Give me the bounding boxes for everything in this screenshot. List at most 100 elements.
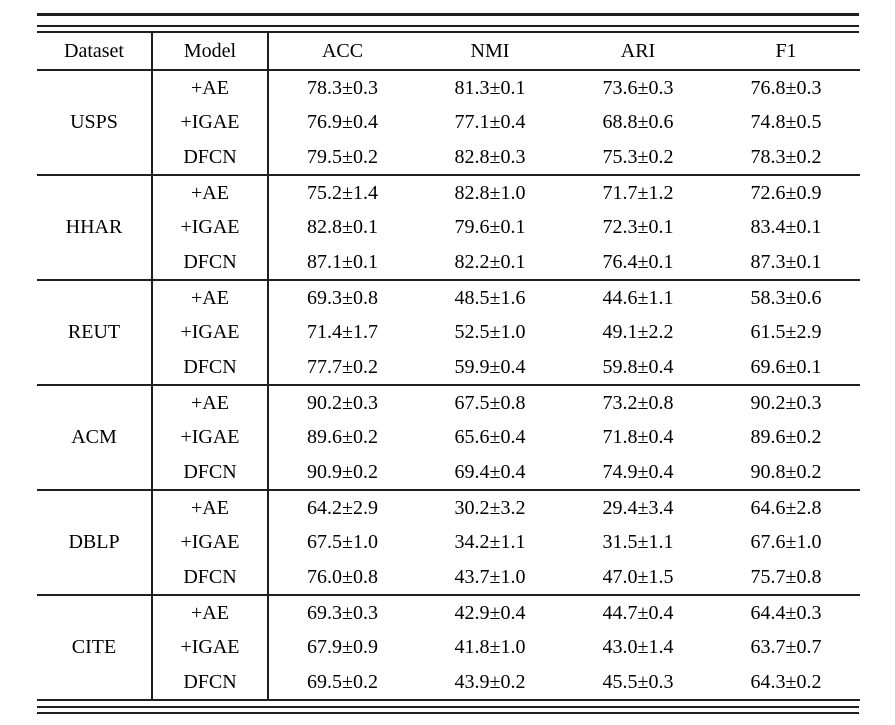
metric-value: 49.1±2.2 xyxy=(602,321,674,343)
metric-value: 71.4±1.7 xyxy=(307,321,378,343)
metric-value: 72.3±0.1 xyxy=(602,216,674,238)
metric-value: 77.1±0.4 xyxy=(454,111,526,133)
metric-value: 82.2±0.1 xyxy=(454,250,526,273)
group-usps: USPS +AE 78.3±0.3 81.3±0.1 73.6±0.3 76.8… xyxy=(37,70,860,175)
model-label: DFCN xyxy=(151,140,269,175)
metric-value: 89.6±0.2 xyxy=(750,426,822,448)
metric-value: 71.7±1.2 xyxy=(602,181,674,204)
metric-value: 67.9±0.9 xyxy=(307,636,378,658)
header-ari: ARI xyxy=(564,33,712,71)
metric-value: 90.2±0.3 xyxy=(750,391,822,414)
table-row: DFCN 76.0±0.8 43.7±1.0 47.0±1.5 75.7±0.8 xyxy=(37,560,860,595)
metric-value: 78.3±0.2 xyxy=(750,145,822,168)
model-label: +IGAE xyxy=(151,315,269,350)
metric-value: 31.5±1.1 xyxy=(602,531,674,553)
metric-value: 90.8±0.2 xyxy=(750,460,822,483)
model-label: +IGAE xyxy=(151,630,269,665)
metric-value: 90.2±0.3 xyxy=(307,391,378,414)
group-acm: ACM +AE 90.2±0.3 67.5±0.8 73.2±0.8 90.2±… xyxy=(37,385,860,490)
metric-value: 72.6±0.9 xyxy=(750,181,822,204)
metric-value: 48.5±1.6 xyxy=(454,286,526,309)
metric-value: 59.8±0.4 xyxy=(602,355,674,378)
header-dataset: Dataset xyxy=(37,33,152,71)
dataset-label: REUT xyxy=(67,321,121,343)
metric-value: 87.3±0.1 xyxy=(750,250,822,273)
header-acc: ACC xyxy=(268,33,416,71)
table-row: +IGAE 89.6±0.2 65.6±0.4 71.8±0.4 89.6±0.… xyxy=(37,420,860,455)
metric-value: 79.5±0.2 xyxy=(307,145,378,168)
metric-value: 75.3±0.2 xyxy=(602,145,674,168)
table-row: HHAR +AE 75.2±1.4 82.8±1.0 71.7±1.2 72.6… xyxy=(37,175,860,238)
metric-value: 75.2±1.4 xyxy=(307,181,378,204)
metric-value: 87.1±0.1 xyxy=(307,250,378,273)
metric-value: 83.4±0.1 xyxy=(750,216,822,238)
metric-value: 71.8±0.4 xyxy=(602,426,674,448)
metric-value: 47.0±1.5 xyxy=(602,565,674,588)
metric-value: 74.8±0.5 xyxy=(750,111,822,133)
metric-value: 43.0±1.4 xyxy=(602,636,674,658)
header-row: Dataset Model ACC NMI ARI F1 xyxy=(37,33,860,71)
metric-value: 79.6±0.1 xyxy=(454,216,526,238)
metric-value: 76.8±0.3 xyxy=(750,76,822,99)
model-label: +AE xyxy=(151,175,269,210)
metric-value: 81.3±0.1 xyxy=(454,76,526,99)
metric-value: 43.9±0.2 xyxy=(454,670,526,693)
table-top-double-rule xyxy=(37,25,859,33)
table-row: DFCN 79.5±0.2 82.8±0.3 75.3±0.2 78.3±0.2 xyxy=(37,140,860,175)
table-row: DFCN 69.5±0.2 43.9±0.2 45.5±0.3 64.3±0.2 xyxy=(37,665,860,700)
metric-value: 43.7±1.0 xyxy=(454,565,526,588)
metric-value: 82.8±1.0 xyxy=(454,181,526,204)
metric-value: 64.3±0.2 xyxy=(750,670,822,693)
metric-value: 52.5±1.0 xyxy=(454,321,526,343)
model-label: DFCN xyxy=(151,455,269,490)
metric-value: 76.0±0.8 xyxy=(307,565,378,588)
metric-value: 69.5±0.2 xyxy=(307,670,378,693)
model-label: +AE xyxy=(151,490,269,525)
model-label: +AE xyxy=(151,385,269,420)
metric-value: 64.6±2.8 xyxy=(750,496,822,519)
metric-value: 67.5±0.8 xyxy=(454,391,526,414)
model-label: +IGAE xyxy=(151,525,269,560)
model-label: +IGAE xyxy=(151,105,269,140)
model-label: +IGAE xyxy=(151,420,269,455)
table-row: +IGAE 82.8±0.1 79.6±0.1 72.3±0.1 83.4±0.… xyxy=(37,210,860,245)
metric-value: 78.3±0.3 xyxy=(307,76,378,99)
metric-value: 34.2±1.1 xyxy=(454,531,526,553)
metric-value: 59.9±0.4 xyxy=(454,355,526,378)
metric-value: 67.5±1.0 xyxy=(307,531,378,553)
metric-value: 64.2±2.9 xyxy=(307,496,378,519)
group-dblp: DBLP +AE 64.2±2.9 30.2±3.2 29.4±3.4 64.6… xyxy=(37,490,860,595)
metric-value: 69.6±0.1 xyxy=(750,355,822,378)
metric-value: 45.5±0.3 xyxy=(602,670,674,693)
metric-value: 64.4±0.3 xyxy=(750,601,822,624)
metric-value: 69.4±0.4 xyxy=(454,460,526,483)
metric-value: 76.4±0.1 xyxy=(602,250,674,273)
results-table: Dataset Model ACC NMI ARI F1 USPS +AE 78… xyxy=(37,33,860,701)
table-row: DFCN 77.7±0.2 59.9±0.4 59.8±0.4 69.6±0.1 xyxy=(37,350,860,385)
header-nmi: NMI xyxy=(416,33,564,71)
metric-value: 67.6±1.0 xyxy=(750,531,822,553)
model-label: DFCN xyxy=(151,350,269,385)
model-label: +AE xyxy=(151,595,269,630)
table-row: ACM +AE 90.2±0.3 67.5±0.8 73.2±0.8 90.2±… xyxy=(37,385,860,448)
dataset-label: ACM xyxy=(71,426,117,448)
model-label: +AE xyxy=(151,70,269,105)
table-row: REUT +AE 69.3±0.8 48.5±1.6 44.6±1.1 58.3… xyxy=(37,280,860,343)
model-label: +IGAE xyxy=(151,210,269,245)
metric-value: 41.8±1.0 xyxy=(454,636,526,658)
dataset-label: CITE xyxy=(71,636,117,658)
group-cite: CITE +AE 69.3±0.3 42.9±0.4 44.7±0.4 64.4… xyxy=(37,595,860,700)
table-row: +IGAE 67.5±1.0 34.2±1.1 31.5±1.1 67.6±1.… xyxy=(37,525,860,560)
metric-value: 58.3±0.6 xyxy=(750,286,822,309)
model-label: +AE xyxy=(151,280,269,315)
metric-value: 82.8±0.1 xyxy=(307,216,378,238)
metric-value: 65.6±0.4 xyxy=(454,426,526,448)
table-row: +IGAE 67.9±0.9 41.8±1.0 43.0±1.4 63.7±0.… xyxy=(37,630,860,665)
metric-value: 42.9±0.4 xyxy=(454,601,526,624)
metric-value: 69.3±0.3 xyxy=(307,601,378,624)
dataset-label: DBLP xyxy=(68,531,120,553)
metric-value: 63.7±0.7 xyxy=(750,636,822,658)
metric-value: 61.5±2.9 xyxy=(750,321,822,343)
table-row: DFCN 90.9±0.2 69.4±0.4 74.9±0.4 90.8±0.2 xyxy=(37,455,860,490)
